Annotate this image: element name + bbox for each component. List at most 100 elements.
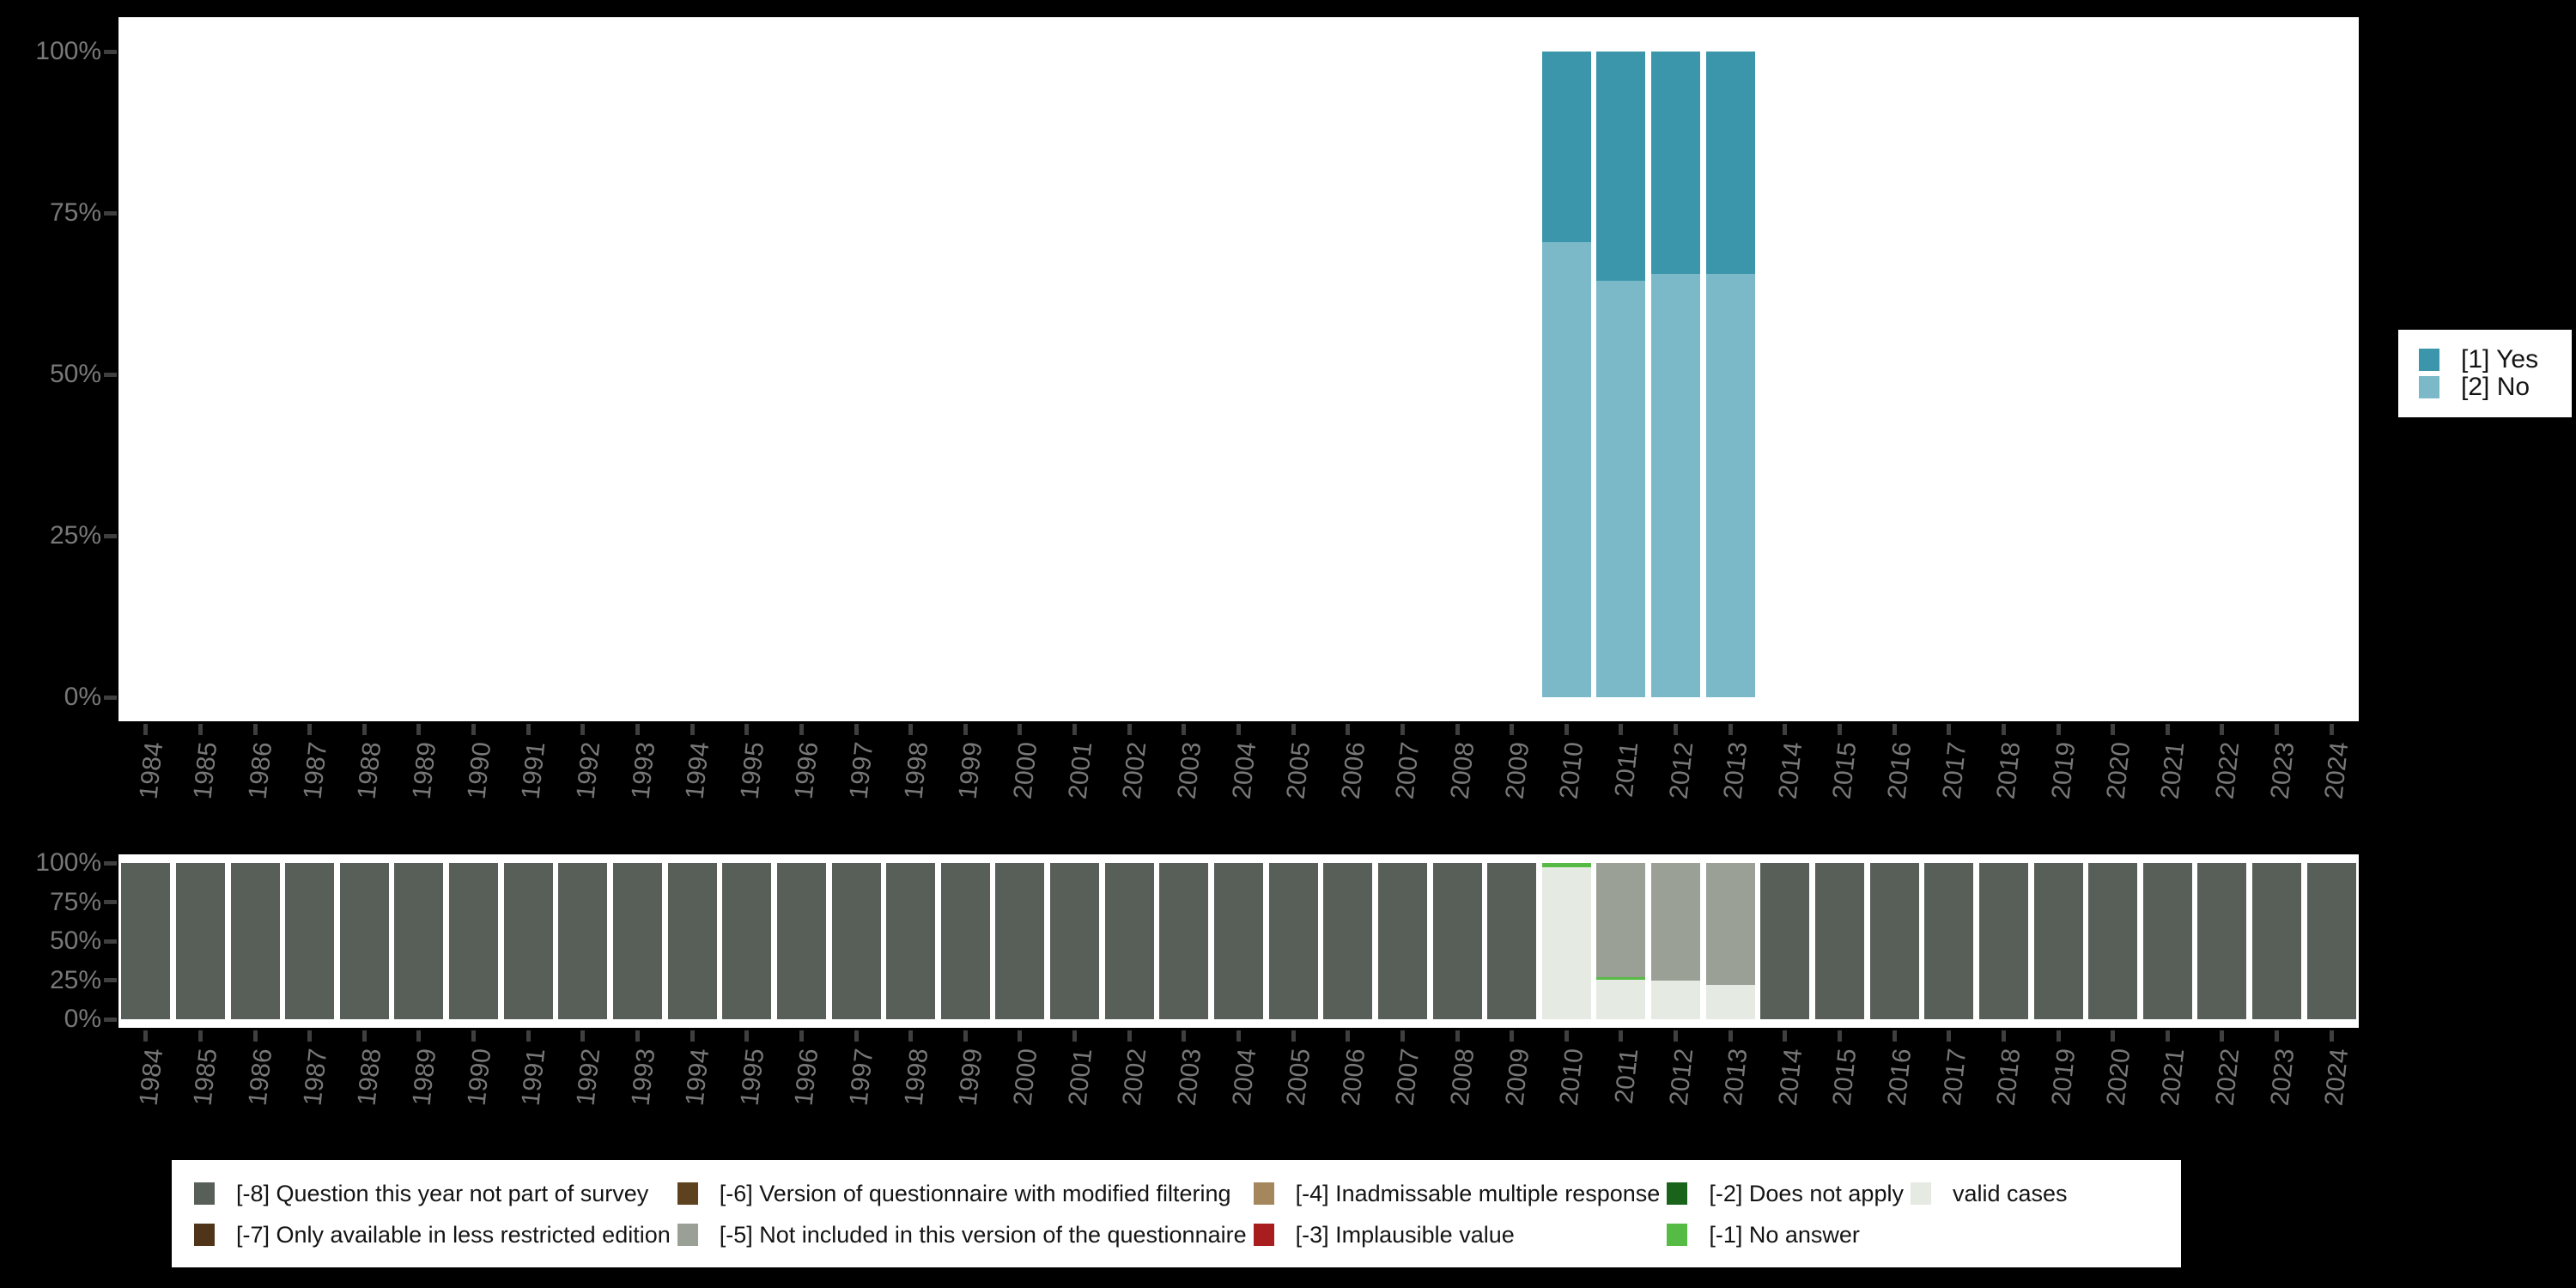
x-tick <box>2165 724 2170 735</box>
legend-swatch-icon <box>2419 376 2439 398</box>
x-tick <box>471 1030 477 1042</box>
y-tick-label: 25% <box>49 521 101 550</box>
x-tick-label-2016: 2016 <box>1882 1047 1917 1108</box>
x-tick <box>635 1030 641 1042</box>
bar-2016 <box>1869 863 1919 1019</box>
bar-segment <box>1814 863 1864 1019</box>
legend-swatch-icon <box>194 1182 215 1205</box>
x-tick-label-2019: 2019 <box>2046 1047 2081 1108</box>
x-tick-label-1985: 1985 <box>188 740 223 801</box>
x-tick <box>1510 1030 1515 1042</box>
bar-1995 <box>722 863 772 1019</box>
x-tick <box>1728 1030 1733 1042</box>
bar-2011 <box>1596 863 1646 1019</box>
bar-2010 <box>1541 52 1591 697</box>
y-tick-label: 50% <box>49 927 101 955</box>
bar-segment <box>1159 863 1209 1019</box>
x-tick-label-2022: 2022 <box>2210 1047 2245 1108</box>
legend-label: [-8] Question this year not part of surv… <box>236 1180 649 1206</box>
bar-segment <box>449 863 499 1019</box>
bar-1987 <box>285 863 335 1019</box>
bar-2024 <box>2306 863 2356 1019</box>
legend-label: [2] No <box>2461 373 2530 401</box>
x-tick <box>2329 724 2334 735</box>
y-tick-label: 100% <box>35 848 101 877</box>
x-tick <box>1619 1030 1624 1042</box>
legend-label: [-5] Not included in this version of the… <box>719 1221 1247 1248</box>
x-tick-label-1997: 1997 <box>844 1047 879 1108</box>
legend-item: [1] Yes <box>2419 347 2572 373</box>
bar-2015 <box>1814 863 1864 1019</box>
x-tick <box>1619 724 1624 735</box>
x-tick-label-1991: 1991 <box>516 1047 551 1108</box>
bar-segment <box>613 863 663 1019</box>
x-tick-label-2002: 2002 <box>1117 740 1152 801</box>
x-tick-label-2021: 2021 <box>2155 740 2190 801</box>
x-tick-label-2009: 2009 <box>1500 740 1534 801</box>
x-tick <box>2001 1030 2006 1042</box>
bar-segment <box>886 863 936 1019</box>
bar-segment <box>831 863 881 1019</box>
x-tick <box>1018 724 1023 735</box>
x-tick <box>1346 1030 1351 1042</box>
legend-item: valid cases <box>1910 1181 2068 1206</box>
bar-segment <box>1651 980 1701 1019</box>
x-tick <box>1674 724 1679 735</box>
x-tick-label-1990: 1990 <box>462 1047 496 1108</box>
x-tick <box>1564 724 1569 735</box>
bar-2012 <box>1651 863 1701 1019</box>
legend-swatch-icon <box>1910 1182 1931 1205</box>
bar-segment <box>339 863 389 1019</box>
bar-segment <box>285 863 335 1019</box>
x-tick-label-2023: 2023 <box>2265 740 2300 801</box>
bar-2001 <box>1050 863 1100 1019</box>
x-tick-label-2008: 2008 <box>1445 1047 1480 1108</box>
x-tick-label-2014: 2014 <box>1773 1047 1808 1108</box>
x-tick-label-1994: 1994 <box>680 1047 715 1108</box>
x-tick-label-2020: 2020 <box>2101 740 2136 801</box>
bar-1992 <box>558 863 608 1019</box>
x-tick <box>197 1030 203 1042</box>
bar-segment <box>1651 52 1701 275</box>
x-tick <box>1783 1030 1788 1042</box>
x-tick-label-1984: 1984 <box>134 1047 169 1108</box>
bar-2007 <box>1377 863 1427 1019</box>
legend-item: [-5] Not included in this version of the… <box>677 1222 1247 1248</box>
bar-segment <box>1596 280 1646 697</box>
x-tick <box>1127 1030 1132 1042</box>
x-tick <box>252 1030 258 1042</box>
bar-2014 <box>1760 863 1810 1019</box>
bar-segment <box>1541 52 1591 242</box>
bar-segment <box>394 863 444 1019</box>
missing-chart-plot <box>118 854 2359 1028</box>
x-tick-label-1993: 1993 <box>625 740 660 801</box>
bar-segment <box>940 863 990 1019</box>
x-tick-label-2008: 2008 <box>1445 740 1480 801</box>
top-chart-plot <box>118 17 2359 721</box>
legend-label: [-7] Only available in less restricted e… <box>236 1221 671 1248</box>
x-tick-label-2005: 2005 <box>1281 740 1316 801</box>
x-tick <box>744 724 750 735</box>
legend-swatch-icon <box>194 1223 215 1246</box>
x-tick-label-1999: 1999 <box>953 1047 988 1108</box>
x-tick <box>361 1030 367 1042</box>
x-tick-label-1993: 1993 <box>625 1047 660 1108</box>
x-tick <box>526 1030 531 1042</box>
x-tick-label-2012: 2012 <box>1664 1047 1698 1108</box>
x-tick <box>2001 724 2006 735</box>
x-tick <box>1346 724 1351 735</box>
legend-missing-values: [-8] Question this year not part of surv… <box>172 1160 2181 1267</box>
bar-1985 <box>175 863 225 1019</box>
y-tick <box>104 695 117 700</box>
bar-segment <box>1541 863 1591 868</box>
bar-segment <box>1978 863 2028 1019</box>
x-tick <box>1291 1030 1296 1042</box>
y-tick <box>104 372 117 377</box>
x-tick <box>2111 724 2116 735</box>
legend-answers: [1] Yes [2] No <box>2398 330 2572 417</box>
x-tick-label-2004: 2004 <box>1226 1047 1261 1108</box>
y-tick-label: 25% <box>49 965 101 994</box>
x-tick-label-2001: 2001 <box>1063 1047 1097 1108</box>
bar-segment <box>2088 863 2138 1019</box>
